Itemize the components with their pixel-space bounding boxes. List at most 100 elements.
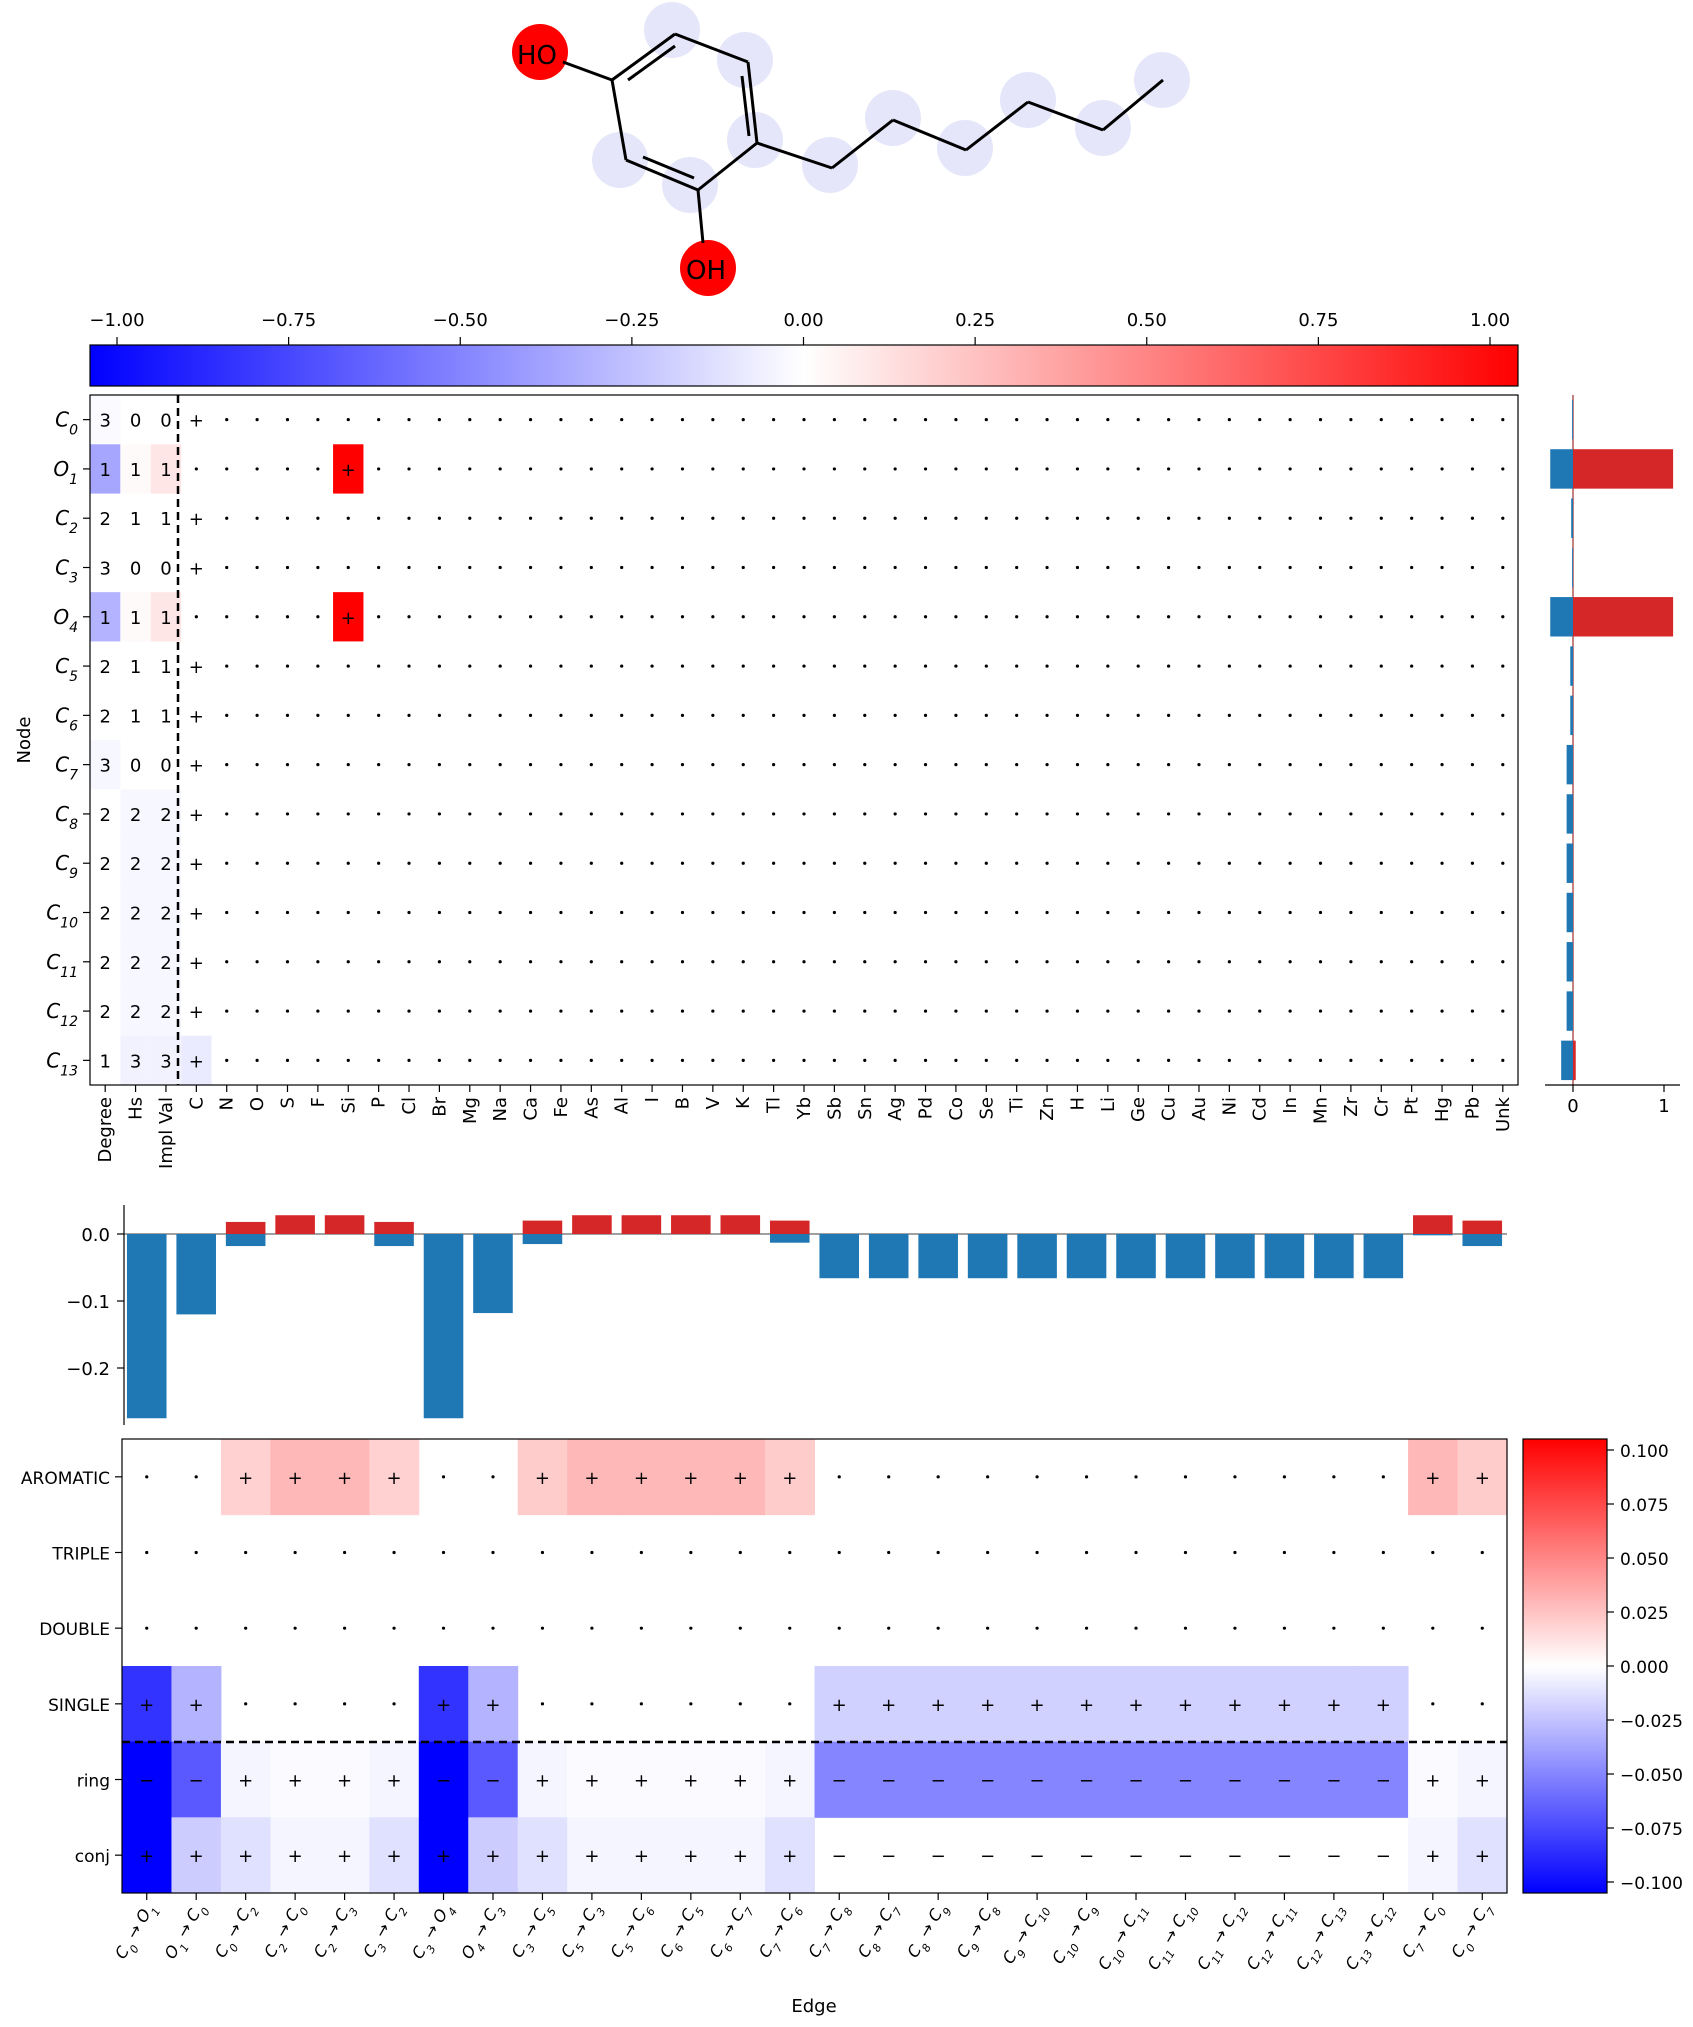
node-empty-dot xyxy=(832,418,836,422)
edge-empty-dot xyxy=(936,1550,940,1555)
node-empty-dot xyxy=(1015,713,1019,717)
node-col-label: Na xyxy=(490,1097,511,1122)
node-row-label: C8 xyxy=(55,802,78,833)
node-empty-dot xyxy=(1197,812,1201,816)
node-row-label: O1 xyxy=(53,457,78,488)
edge-label-sub: 10 xyxy=(1183,1905,1201,1924)
node-empty-dot xyxy=(377,664,381,668)
node-empty-dot xyxy=(498,861,502,865)
edge-col-label: O4 → C3 xyxy=(457,1900,509,1965)
node-empty-dot xyxy=(984,418,988,422)
node-value: 2 xyxy=(99,657,110,678)
node-empty-dot xyxy=(528,713,533,717)
node-empty-dot xyxy=(620,910,624,915)
node-empty-dot xyxy=(225,467,229,471)
node-empty-dot xyxy=(377,615,381,619)
node-axis-label: Node xyxy=(14,717,35,764)
edge-row-label: ring xyxy=(77,1772,110,1792)
edge-sign-mark: + xyxy=(189,1695,204,1716)
node-empty-dot xyxy=(1258,812,1262,816)
node-empty-dot xyxy=(1501,910,1505,915)
bottom-colorbar-tick-label: −0.100 xyxy=(1620,1874,1683,1894)
edge-cell xyxy=(863,1666,914,1743)
node-empty-dot xyxy=(1075,960,1080,964)
node-empty-dot xyxy=(1227,960,1231,964)
node-cell xyxy=(150,444,182,494)
node-empty-dot xyxy=(863,516,867,520)
node-value: 2 xyxy=(99,904,110,925)
node-empty-dot xyxy=(1227,418,1231,422)
node-empty-dot xyxy=(589,1058,593,1062)
node-empty-dot xyxy=(1106,960,1110,964)
node-empty-dot xyxy=(1015,1009,1019,1013)
node-empty-dot xyxy=(1470,418,1475,422)
node-empty-dot xyxy=(1227,812,1231,816)
node-bar-negative xyxy=(1566,991,1573,1031)
node-empty-dot xyxy=(377,713,381,717)
node-empty-dot xyxy=(255,565,259,570)
bottom-colorbar-tick-label: −0.050 xyxy=(1620,1766,1683,1786)
node-empty-dot xyxy=(346,664,350,668)
edge-bar-negative xyxy=(1264,1234,1305,1279)
edge-empty-dot xyxy=(244,1550,248,1555)
node-empty-dot xyxy=(1227,467,1231,471)
node-empty-dot xyxy=(1349,812,1353,816)
node-value: 2 xyxy=(160,1002,171,1023)
edge-sign-mark: − xyxy=(1128,1846,1143,1867)
node-empty-dot xyxy=(407,713,411,717)
edge-bar-negative xyxy=(225,1234,266,1247)
node-row-label-el: C xyxy=(55,408,69,432)
bottom-colorbar-tick-label: 0.100 xyxy=(1620,1442,1669,1462)
edge-cell xyxy=(220,1741,271,1818)
edge-empty-dot xyxy=(986,1550,990,1555)
node-empty-dot xyxy=(437,763,442,767)
edge-sign-mark: + xyxy=(238,1846,253,1867)
node-empty-dot xyxy=(1075,565,1080,570)
node-value: 2 xyxy=(160,805,171,826)
edge-sign-mark: + xyxy=(1425,1468,1440,1489)
node-empty-dot xyxy=(863,763,867,767)
edge-bar-negative xyxy=(1413,1234,1453,1236)
node-empty-dot xyxy=(407,565,411,570)
node-empty-dot xyxy=(620,467,624,471)
node-empty-dot xyxy=(620,861,624,865)
edge-sign-mark: − xyxy=(931,1771,946,1792)
node-empty-dot xyxy=(528,516,533,520)
node-bar-tick-label: 0 xyxy=(1567,1096,1578,1117)
node-empty-dot xyxy=(589,1009,593,1013)
edge-empty-dot xyxy=(788,1702,792,1706)
node-value: 3 xyxy=(99,411,110,432)
node-row-label-sub: 5 xyxy=(69,669,78,685)
edge-bar-positive xyxy=(225,1221,266,1234)
node-empty-dot xyxy=(711,467,715,471)
node-cell xyxy=(181,1035,212,1085)
node-empty-dot xyxy=(650,910,654,915)
node-col-label: Unk xyxy=(1493,1096,1514,1132)
edge-bar-negative xyxy=(126,1234,167,1419)
node-empty-dot xyxy=(772,812,776,816)
edge-empty-dot xyxy=(1134,1626,1138,1630)
node-bar-positive xyxy=(1573,597,1674,637)
node-empty-dot xyxy=(1379,1058,1383,1062)
node-empty-dot xyxy=(1470,664,1475,668)
node-empty-dot xyxy=(1470,960,1475,964)
node-empty-dot xyxy=(711,861,715,865)
edge-cell xyxy=(765,1817,815,1894)
node-empty-dot xyxy=(1470,1009,1475,1013)
node-empty-dot xyxy=(316,812,320,816)
node-empty-dot xyxy=(1318,1009,1323,1013)
node-empty-dot xyxy=(893,713,897,717)
edge-row-label: SINGLE xyxy=(48,1696,110,1716)
edge-empty-dot xyxy=(145,1475,149,1479)
node-empty-dot xyxy=(954,910,958,915)
node-empty-dot xyxy=(225,861,229,865)
node-empty-dot xyxy=(528,615,533,619)
edge-empty-dot xyxy=(441,1550,446,1555)
node-empty-dot xyxy=(893,960,897,964)
node-empty-dot xyxy=(377,960,381,964)
node-empty-dot xyxy=(1288,812,1292,816)
node-empty-dot xyxy=(377,861,381,865)
node-element-mark: + xyxy=(341,608,356,629)
node-empty-dot xyxy=(1410,910,1414,915)
edge-cell xyxy=(616,1741,667,1818)
